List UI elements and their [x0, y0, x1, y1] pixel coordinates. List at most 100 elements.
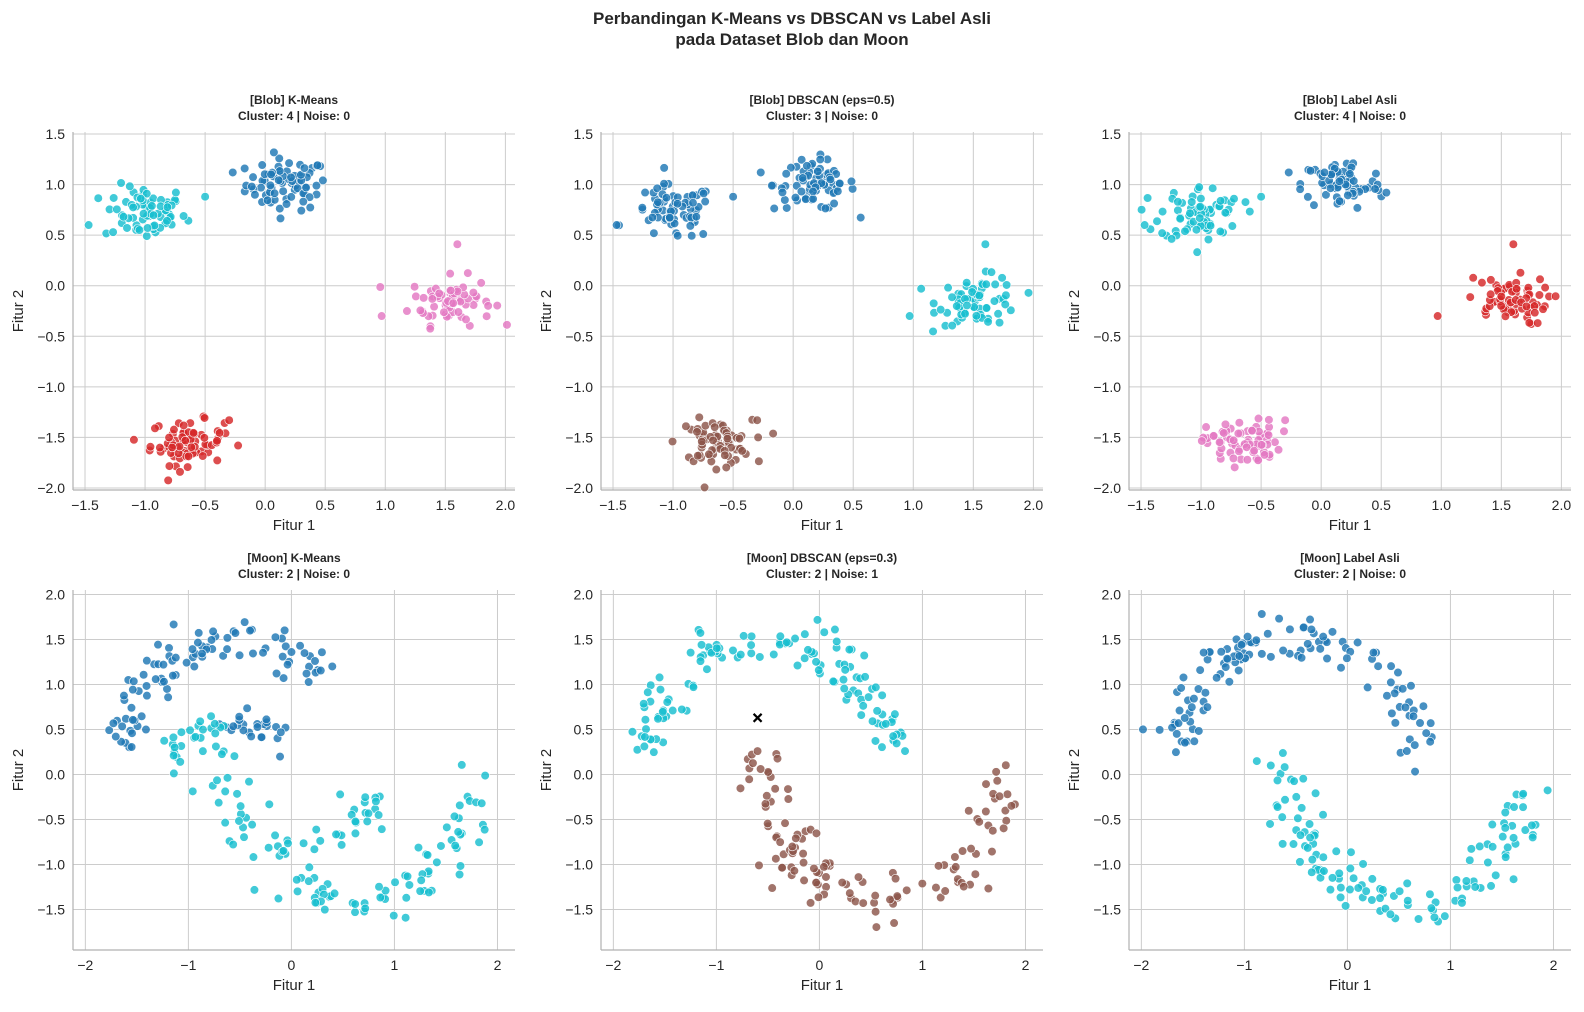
data-point [224, 415, 234, 425]
data-point [1321, 190, 1331, 200]
data-point [147, 201, 157, 211]
x-tick-label: 2 [494, 957, 502, 973]
data-point [374, 882, 384, 892]
data-point [1503, 842, 1513, 853]
data-point [991, 767, 1001, 777]
data-point [1475, 841, 1485, 852]
data-point [422, 850, 433, 860]
x-tick-label: −1.5 [1127, 497, 1155, 513]
data-point [974, 290, 984, 301]
data-point [1501, 852, 1511, 862]
data-point [127, 728, 137, 738]
data-point [844, 645, 854, 655]
data-point [418, 293, 429, 303]
panel-subtitle: Cluster: 4 | Noise: 0 [1294, 109, 1406, 123]
data-point [413, 842, 424, 853]
data-point [1293, 813, 1303, 823]
data-point [1387, 708, 1397, 718]
data-point [179, 420, 189, 431]
data-point [1224, 677, 1234, 687]
data-point [957, 846, 968, 856]
data-point [696, 640, 707, 650]
data-point [304, 876, 314, 886]
data-point [960, 309, 970, 319]
data-point [283, 659, 293, 670]
data-point [1138, 724, 1148, 734]
data-point [175, 467, 185, 477]
data-point [820, 203, 831, 214]
data-point [269, 147, 279, 157]
data-point [832, 636, 842, 647]
data-point [853, 872, 864, 882]
data-point [1296, 653, 1307, 663]
data-point [208, 626, 218, 637]
data-point [1191, 225, 1202, 235]
data-point [278, 673, 289, 683]
data-point [780, 195, 790, 205]
data-point [455, 800, 465, 810]
data-point [1322, 653, 1332, 664]
data-point [767, 181, 777, 191]
data-point [933, 861, 944, 871]
data-point [695, 656, 706, 666]
data-point [153, 640, 163, 650]
data-point [821, 872, 831, 882]
data-point [839, 683, 849, 694]
data-point [763, 818, 773, 829]
data-point [163, 475, 173, 485]
data-point [298, 838, 309, 848]
data-point [710, 422, 720, 432]
data-point [989, 296, 1000, 306]
data-point [1306, 624, 1317, 635]
data-point [416, 875, 426, 885]
data-point [142, 223, 153, 233]
data-point [1200, 688, 1210, 698]
y-tick-label: 0.5 [1102, 722, 1122, 738]
data-point [746, 631, 757, 641]
x-tick-label: 2.0 [1552, 497, 1572, 513]
data-point [134, 225, 145, 235]
data-point [1251, 635, 1261, 645]
data-point [286, 647, 297, 657]
data-point [825, 174, 835, 185]
x-tick-label: 1 [919, 957, 927, 973]
y-tick-label: 0.5 [46, 227, 66, 243]
data-point [1325, 183, 1336, 193]
y-tick-label: −0.5 [37, 328, 65, 344]
data-point [1530, 308, 1540, 318]
data-point [981, 806, 991, 817]
data-point [1220, 208, 1230, 218]
data-point [377, 311, 387, 321]
data-point [1295, 184, 1305, 194]
data-point [1390, 688, 1400, 698]
data-point [1259, 450, 1270, 460]
data-point [1425, 889, 1435, 899]
data-point [754, 860, 764, 870]
data-point [264, 843, 274, 853]
panel-title: [Blob] K-Means [250, 93, 338, 107]
data-point [281, 199, 292, 209]
data-point [278, 652, 288, 662]
data-point [872, 706, 882, 716]
data-point [187, 644, 198, 654]
y-tick-label: 1.5 [46, 632, 66, 648]
data-point [693, 451, 703, 461]
data-point [190, 732, 201, 742]
data-point [653, 714, 663, 724]
data-point [1327, 873, 1338, 883]
data-point [637, 203, 647, 213]
data-point [685, 221, 695, 231]
data-point [228, 839, 238, 850]
panel-title: [Blob] DBSCAN (eps=0.5) [749, 93, 894, 107]
data-point [812, 615, 823, 625]
data-point [952, 301, 962, 311]
y-tick-label: 0.0 [574, 278, 594, 294]
y-tick-label: 1.5 [574, 632, 594, 648]
data-point [809, 863, 819, 874]
data-point [1508, 874, 1519, 884]
data-point [1305, 166, 1316, 176]
data-point [687, 231, 697, 241]
data-point [212, 775, 222, 785]
data-point [377, 824, 387, 834]
data-point [1167, 234, 1177, 244]
